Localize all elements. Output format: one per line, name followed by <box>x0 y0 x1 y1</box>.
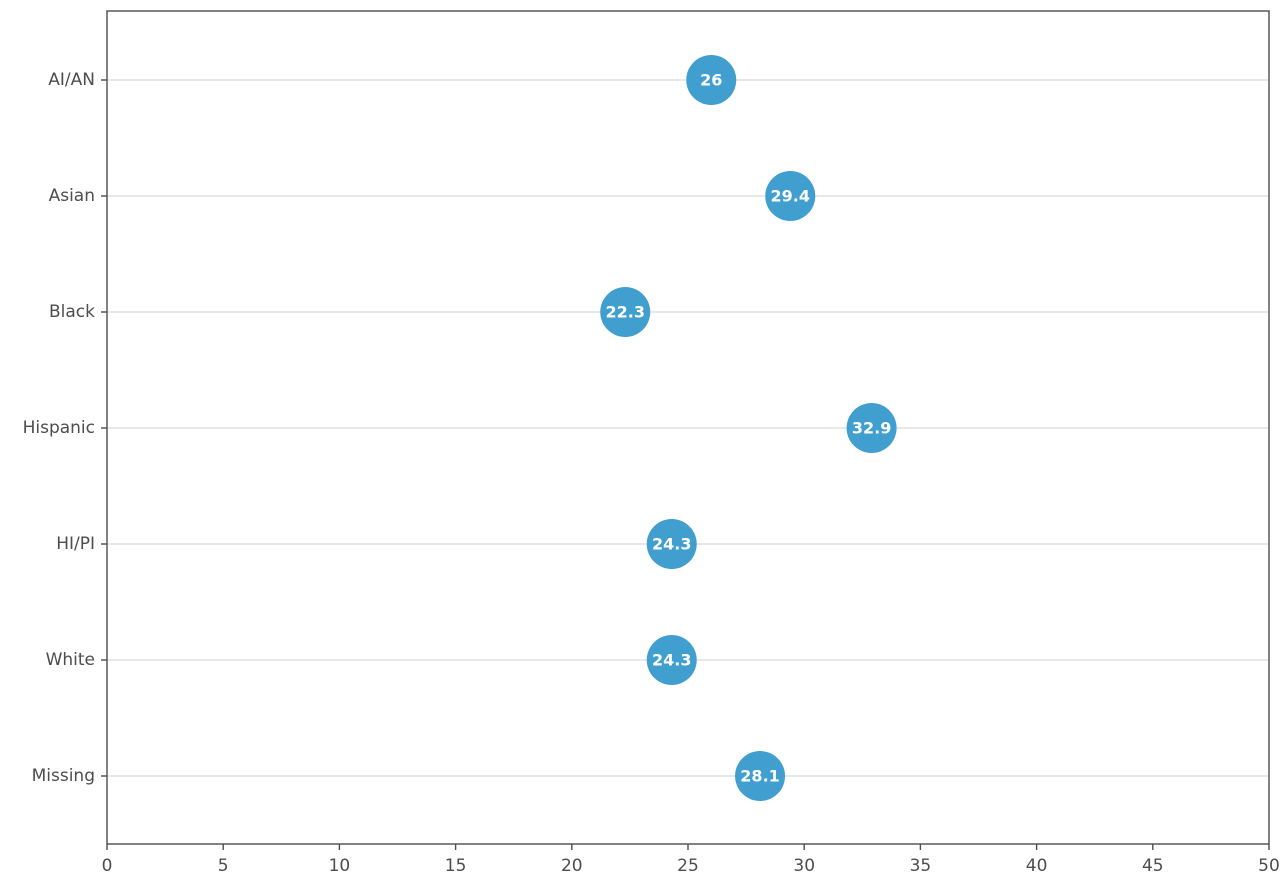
x-axis: 0 5 10 15 20 25 30 35 40 45 50 <box>102 844 1280 876</box>
x-tick-label-25: 25 <box>677 856 699 876</box>
y-tick-label-hispanic: Hispanic <box>23 418 95 438</box>
y-tick-label-asian: Asian <box>49 186 95 206</box>
y-tick-label-white: White <box>46 650 95 670</box>
point-black <box>600 287 651 337</box>
y-axis: AI/AN Asian Black Hispanic HI/PI White Missing <box>23 70 107 786</box>
x-tick-label-0: 0 <box>102 856 113 876</box>
point-white <box>646 635 697 685</box>
x-tick-label-15: 15 <box>445 856 467 876</box>
x-tick-label-30: 30 <box>793 856 815 876</box>
x-tick-label-5: 5 <box>218 856 229 876</box>
point-label-ai-an: 26 <box>700 71 722 90</box>
y-tick-label-missing: Missing <box>32 766 95 786</box>
point-missing <box>735 751 786 801</box>
point-ai-an <box>686 55 737 105</box>
x-tick-label-50: 50 <box>1258 856 1280 876</box>
data-points: 26 29.4 22.3 32.9 24.3 24.3 28.1 <box>600 55 897 801</box>
x-tick-label-35: 35 <box>910 856 932 876</box>
y-tick-label-ai-an: AI/AN <box>48 70 95 90</box>
point-label-black: 22.3 <box>606 303 645 322</box>
point-hispanic <box>846 403 897 453</box>
y-tick-label-black: Black <box>49 302 95 322</box>
x-tick-label-45: 45 <box>1142 856 1164 876</box>
point-asian <box>765 171 816 221</box>
x-tick-label-40: 40 <box>1026 856 1048 876</box>
point-label-white: 24.3 <box>652 651 691 670</box>
y-tick-label-hi-pi: HI/PI <box>56 534 95 554</box>
point-label-asian: 29.4 <box>771 187 810 206</box>
point-label-missing: 28.1 <box>740 767 779 786</box>
point-label-hispanic: 32.9 <box>852 419 891 438</box>
x-tick-label-10: 10 <box>329 856 351 876</box>
point-hi-pi <box>646 519 697 569</box>
point-label-hi-pi: 24.3 <box>652 535 691 554</box>
x-tick-label-20: 20 <box>561 856 583 876</box>
